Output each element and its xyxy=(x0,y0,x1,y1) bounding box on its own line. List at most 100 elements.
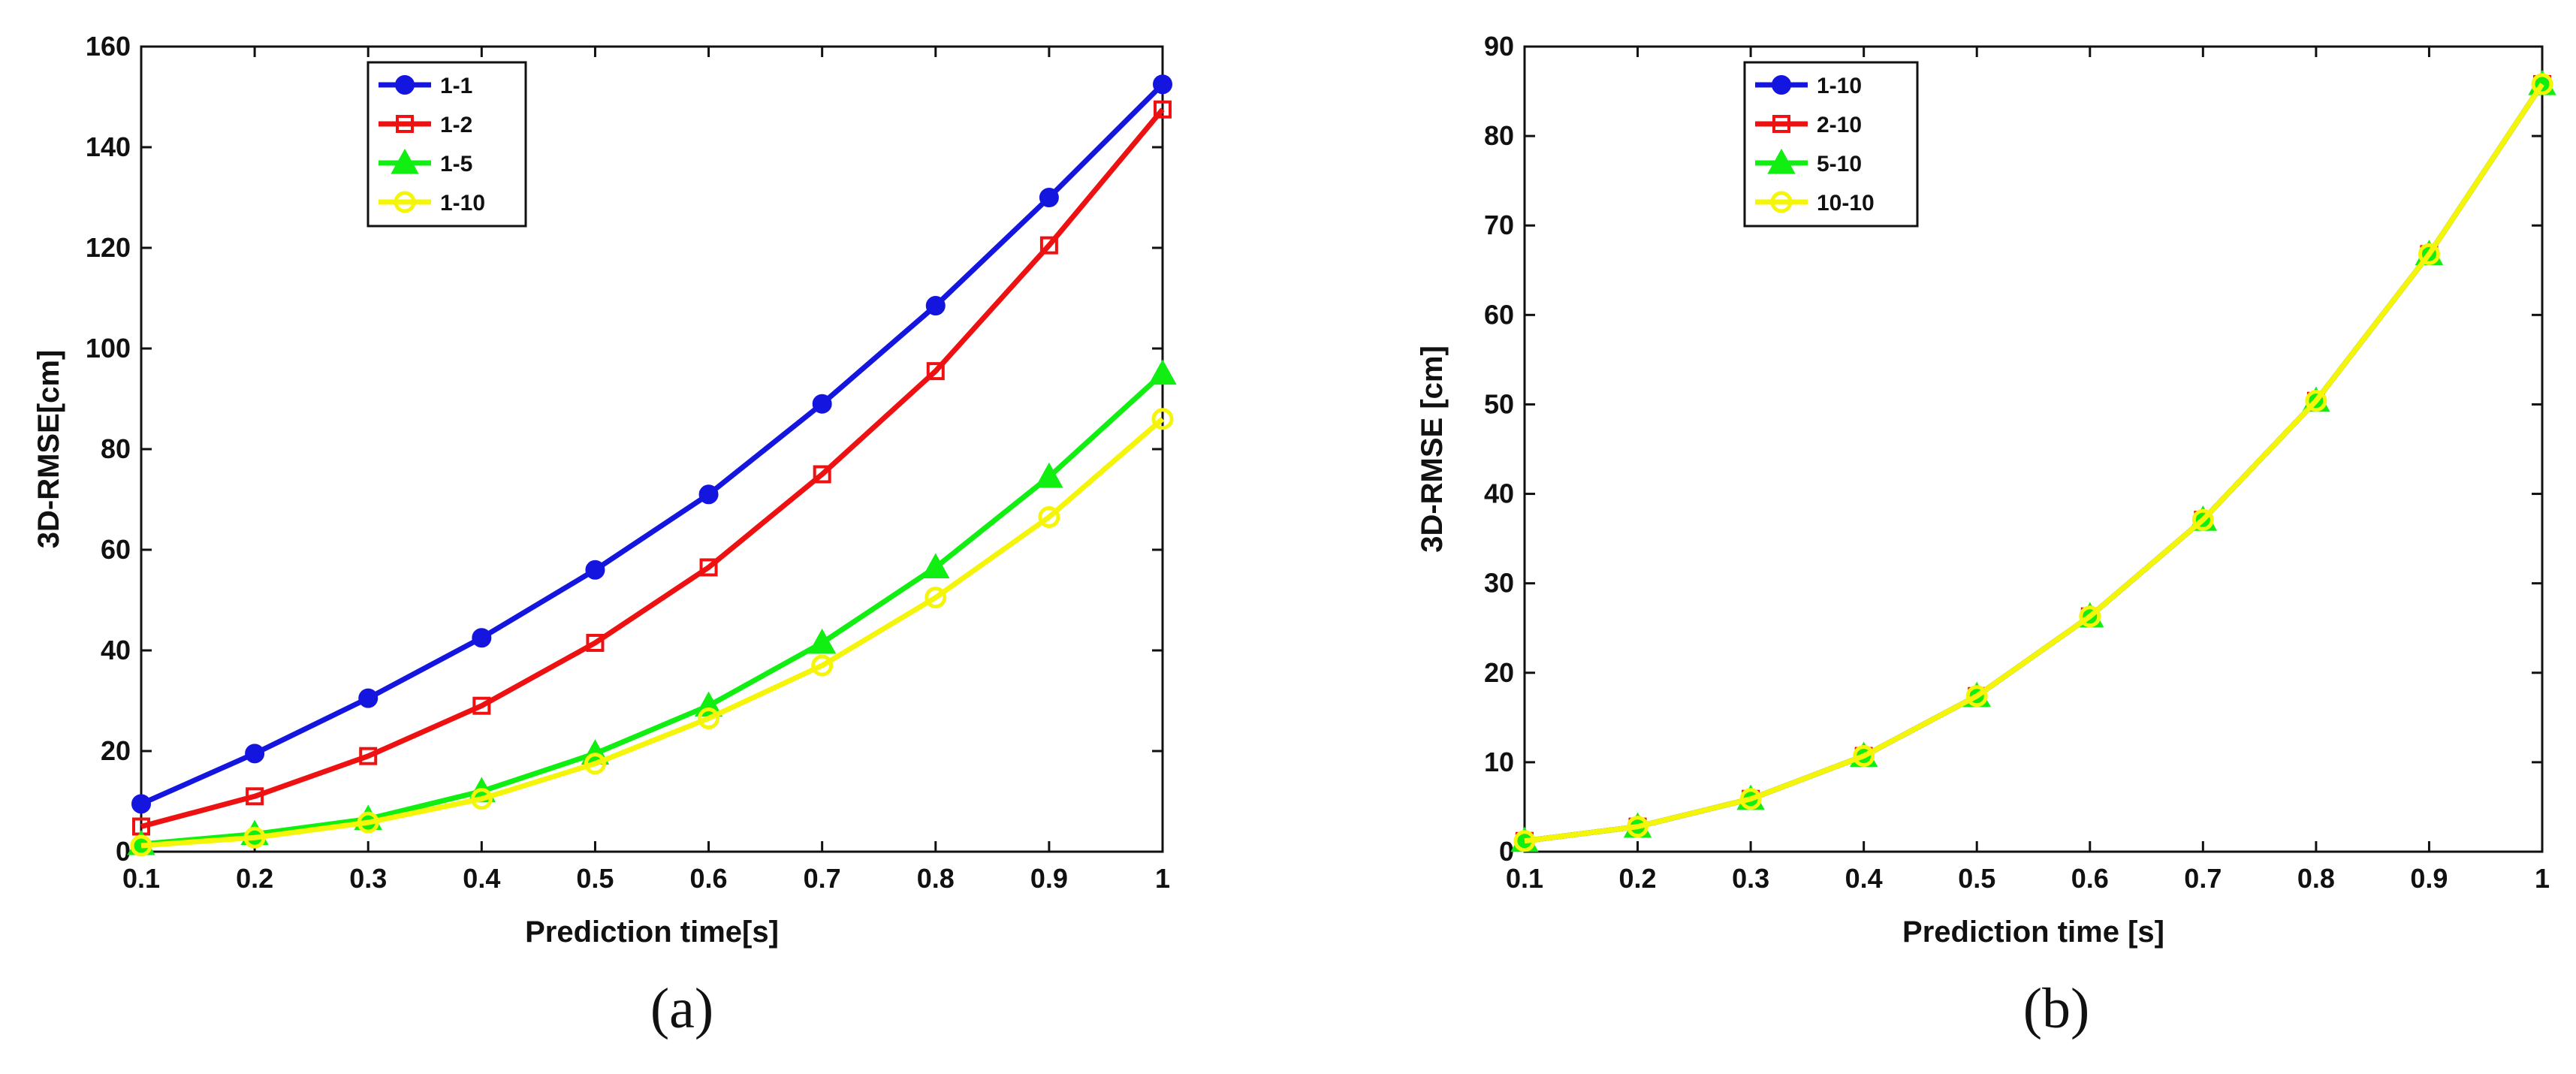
data-point-1-10 xyxy=(130,834,152,857)
x-tick-label: 0.7 xyxy=(804,863,841,894)
data-point-1-1 xyxy=(698,484,719,505)
data-point-1-5 xyxy=(1148,359,1177,385)
data-point-10-10 xyxy=(2191,508,2214,531)
legend-label: 5-10 xyxy=(1817,152,1862,176)
x-tick-label: 0.9 xyxy=(2410,863,2448,894)
series-line-1-10 xyxy=(140,417,1165,849)
x-tick-label: 0.3 xyxy=(349,863,387,894)
legend-label: 1-10 xyxy=(1817,74,1862,98)
y-tick-label: 50 xyxy=(1484,388,1514,419)
data-point-1-10 xyxy=(357,811,379,834)
series-line-1-1 xyxy=(140,82,1165,807)
data-point-1-10 xyxy=(243,826,266,849)
y-tick-label: 70 xyxy=(1484,210,1514,240)
data-point-1-1 xyxy=(358,688,379,708)
x-tick-label: 0.7 xyxy=(2184,863,2222,894)
x-tick-label: 0.1 xyxy=(122,863,160,894)
legend-marker xyxy=(1772,75,1791,95)
legend-marker xyxy=(1767,148,1796,174)
y-tick-label: 160 xyxy=(86,31,131,62)
x-tick-label: 0.8 xyxy=(2297,863,2335,894)
data-point-1-2 xyxy=(359,747,378,765)
panel-a: 0.1 0.2 0.3 0.4 0.5 0.6 0.7 0.8 0.9 1 0 20 40 60 80 100… xyxy=(32,31,1177,1040)
y-tick-label: 10 xyxy=(1484,747,1514,777)
x-tick-label: 0.4 xyxy=(463,863,500,894)
y-axis-title: 3D-RMSE[cm] xyxy=(32,350,65,548)
y-tick-label: 120 xyxy=(86,232,131,263)
legend-marker xyxy=(391,148,419,174)
data-point-1-2 xyxy=(1154,100,1172,119)
data-point-10-10 xyxy=(2531,73,2553,95)
y-tick-label: 90 xyxy=(1484,31,1514,62)
x-tick-label: 0.2 xyxy=(236,863,273,894)
data-point-10-10 xyxy=(1739,788,1762,810)
y-tick-label: 40 xyxy=(1484,478,1514,509)
data-point-1-1 xyxy=(1039,188,1059,207)
data-point-1-2 xyxy=(246,787,264,806)
x-tick-label: 0.6 xyxy=(2071,863,2109,894)
data-point-1-1 xyxy=(585,560,605,580)
data-point-10-10 xyxy=(1853,745,1875,768)
y-tick-label: 60 xyxy=(1484,299,1514,330)
data-point-1-2 xyxy=(586,633,605,652)
x-tick-label: 0.3 xyxy=(1732,863,1769,894)
legend-label: 2-10 xyxy=(1817,113,1862,137)
data-point-10-10 xyxy=(1513,830,1536,852)
series-line-10-10 xyxy=(1524,83,2544,844)
data-point-10-10 xyxy=(2305,390,2327,412)
x-axis-title: Prediction time[s] xyxy=(525,916,779,949)
data-point-1-2 xyxy=(472,696,491,715)
plot-area xyxy=(140,45,1164,853)
data-point-1-5 xyxy=(922,553,950,579)
data-point-1-1 xyxy=(245,744,265,764)
legend-label: 1-10 xyxy=(440,191,485,216)
data-point-10-10 xyxy=(2418,243,2440,265)
x-tick-label: 0.2 xyxy=(1619,863,1657,894)
data-point-1-2 xyxy=(813,465,831,484)
y-axis-title: 3D-RMSE [cm] xyxy=(1416,345,1449,553)
y-tick-label: 80 xyxy=(101,433,131,464)
series-line-1-5 xyxy=(140,371,1165,847)
data-point-1-1 xyxy=(812,394,832,414)
data-point-10-10 xyxy=(1627,816,1649,838)
data-point-10-10 xyxy=(2079,605,2101,628)
y-tick-label: 100 xyxy=(86,333,131,364)
data-point-1-2 xyxy=(1039,236,1058,255)
legend-marker xyxy=(1772,115,1790,133)
x-tick-label: 1 xyxy=(2535,863,2550,894)
legend-marker xyxy=(1770,191,1793,213)
legend-box xyxy=(366,61,527,228)
y-tick-label: 80 xyxy=(1484,120,1514,151)
y-tick-label: 60 xyxy=(101,534,131,565)
y-tick-label: 140 xyxy=(86,131,131,162)
data-point-1-10 xyxy=(470,788,493,810)
legend-marker xyxy=(395,75,415,95)
data-point-1-10 xyxy=(811,654,834,677)
plot-area xyxy=(1523,45,2544,853)
x-tick-label: 0.6 xyxy=(690,863,728,894)
y-tick-label: 20 xyxy=(101,735,131,766)
x-tick-label: 0.5 xyxy=(1958,863,1995,894)
panel-caption: (b) xyxy=(2023,977,2090,1040)
panel-b: 0.1 0.2 0.3 0.4 0.5 0.6 0.7 0.8 0.9 1010203040506… xyxy=(1416,31,2556,1040)
x-tick-label: 0.1 xyxy=(1506,863,1543,894)
legend: 1-10 2-10 5-10 10-10 xyxy=(1743,61,1919,228)
x-tick-label: 0.8 xyxy=(917,863,955,894)
x-tick-label: 1 xyxy=(1155,863,1170,894)
x-tick-label: 0.9 xyxy=(1030,863,1068,894)
legend-marker xyxy=(396,115,414,133)
data-point-1-2 xyxy=(699,558,718,577)
legend-label: 1-2 xyxy=(440,113,472,137)
legend-label: 1-1 xyxy=(440,74,472,98)
x-tick-label: 0.4 xyxy=(1845,863,1883,894)
data-point-1-5 xyxy=(807,628,837,654)
legend: 1-1 1-2 1-5 1-10 xyxy=(366,61,527,228)
data-point-1-1 xyxy=(131,794,151,814)
data-point-1-1 xyxy=(925,296,946,316)
data-point-1-1 xyxy=(472,628,492,648)
data-point-1-5 xyxy=(1035,462,1063,488)
series-line-1-2 xyxy=(140,107,1165,829)
y-tick-label: 20 xyxy=(1484,657,1514,688)
data-point-10-10 xyxy=(1965,685,1988,707)
y-tick-label: 40 xyxy=(101,635,131,665)
